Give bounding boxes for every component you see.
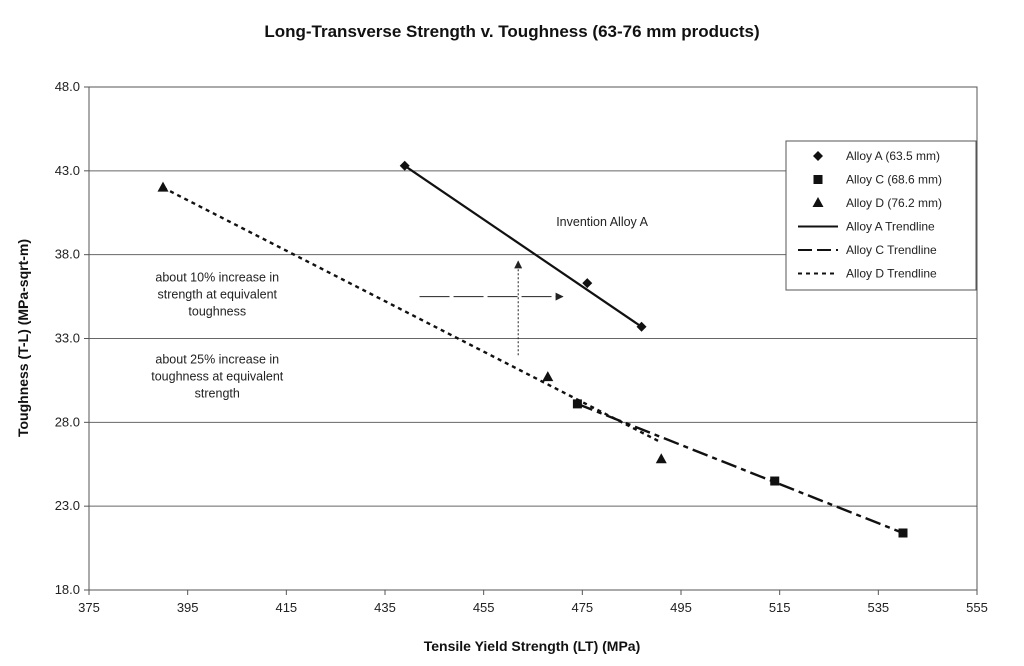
x-tick-label: 455 bbox=[473, 600, 495, 615]
legend-box bbox=[785, 140, 977, 291]
x-axis-label: Tensile Yield Strength (LT) (MPa) bbox=[423, 638, 641, 654]
annotation-invention: Invention Alloy A bbox=[556, 215, 648, 229]
data-point bbox=[157, 181, 169, 192]
x-tick-label: 415 bbox=[275, 600, 297, 615]
annotation-toughness-note: strength bbox=[195, 387, 240, 401]
data-point bbox=[636, 321, 647, 332]
data-point bbox=[655, 453, 667, 464]
annotation-toughness-note: about 25% increase in bbox=[155, 353, 279, 367]
y-tick-label: 23.0 bbox=[55, 498, 80, 513]
annotation-strength-note: strength at equivalent bbox=[158, 287, 278, 301]
data-point bbox=[542, 371, 554, 382]
y-tick-label: 38.0 bbox=[55, 247, 80, 262]
y-tick-label: 43.0 bbox=[55, 163, 80, 178]
trendline bbox=[576, 402, 904, 535]
trendline bbox=[404, 164, 643, 328]
legend-marker bbox=[813, 151, 823, 161]
y-tick-label: 18.0 bbox=[55, 582, 80, 597]
x-tick-label: 475 bbox=[571, 600, 593, 615]
x-tick-label: 515 bbox=[769, 600, 791, 615]
legend-label: Alloy D Trendline bbox=[846, 267, 937, 281]
legend-label: Alloy C Trendline bbox=[846, 243, 937, 257]
y-tick-label: 48.0 bbox=[55, 79, 80, 94]
legend-label: Alloy C (68.6 mm) bbox=[846, 173, 942, 187]
y-tick-label: 28.0 bbox=[55, 414, 80, 429]
x-tick-label: 555 bbox=[966, 600, 988, 615]
data-point bbox=[770, 476, 780, 486]
legend-marker bbox=[812, 197, 824, 207]
x-tick-label: 495 bbox=[670, 600, 692, 615]
legend-marker bbox=[813, 175, 823, 184]
annotation-strength-note: about 10% increase in bbox=[155, 270, 279, 284]
data-point bbox=[399, 160, 410, 171]
data-point bbox=[582, 278, 593, 289]
chart-title: Long-Transverse Strength v. Toughness (6… bbox=[264, 22, 760, 41]
legend: Alloy A (63.5 mm) Alloy C (68.6 mm) Alloy … bbox=[785, 140, 977, 291]
x-tick-label: 395 bbox=[177, 600, 199, 615]
legend-label: Alloy D (76.2 mm) bbox=[846, 196, 942, 210]
y-tick-label: 33.0 bbox=[55, 331, 80, 346]
x-tick-label: 535 bbox=[867, 600, 889, 615]
data-point bbox=[572, 399, 582, 409]
annotation-strength-note: toughness bbox=[188, 304, 246, 318]
x-tick-label: 375 bbox=[78, 600, 100, 615]
x-tick-label: 435 bbox=[374, 600, 396, 615]
annotation-toughness-note: toughness at equivalent bbox=[151, 370, 284, 384]
data-point bbox=[898, 528, 908, 538]
legend-label: Alloy A (63.5 mm) bbox=[846, 149, 940, 163]
legend-label: Alloy A Trendline bbox=[846, 220, 935, 234]
